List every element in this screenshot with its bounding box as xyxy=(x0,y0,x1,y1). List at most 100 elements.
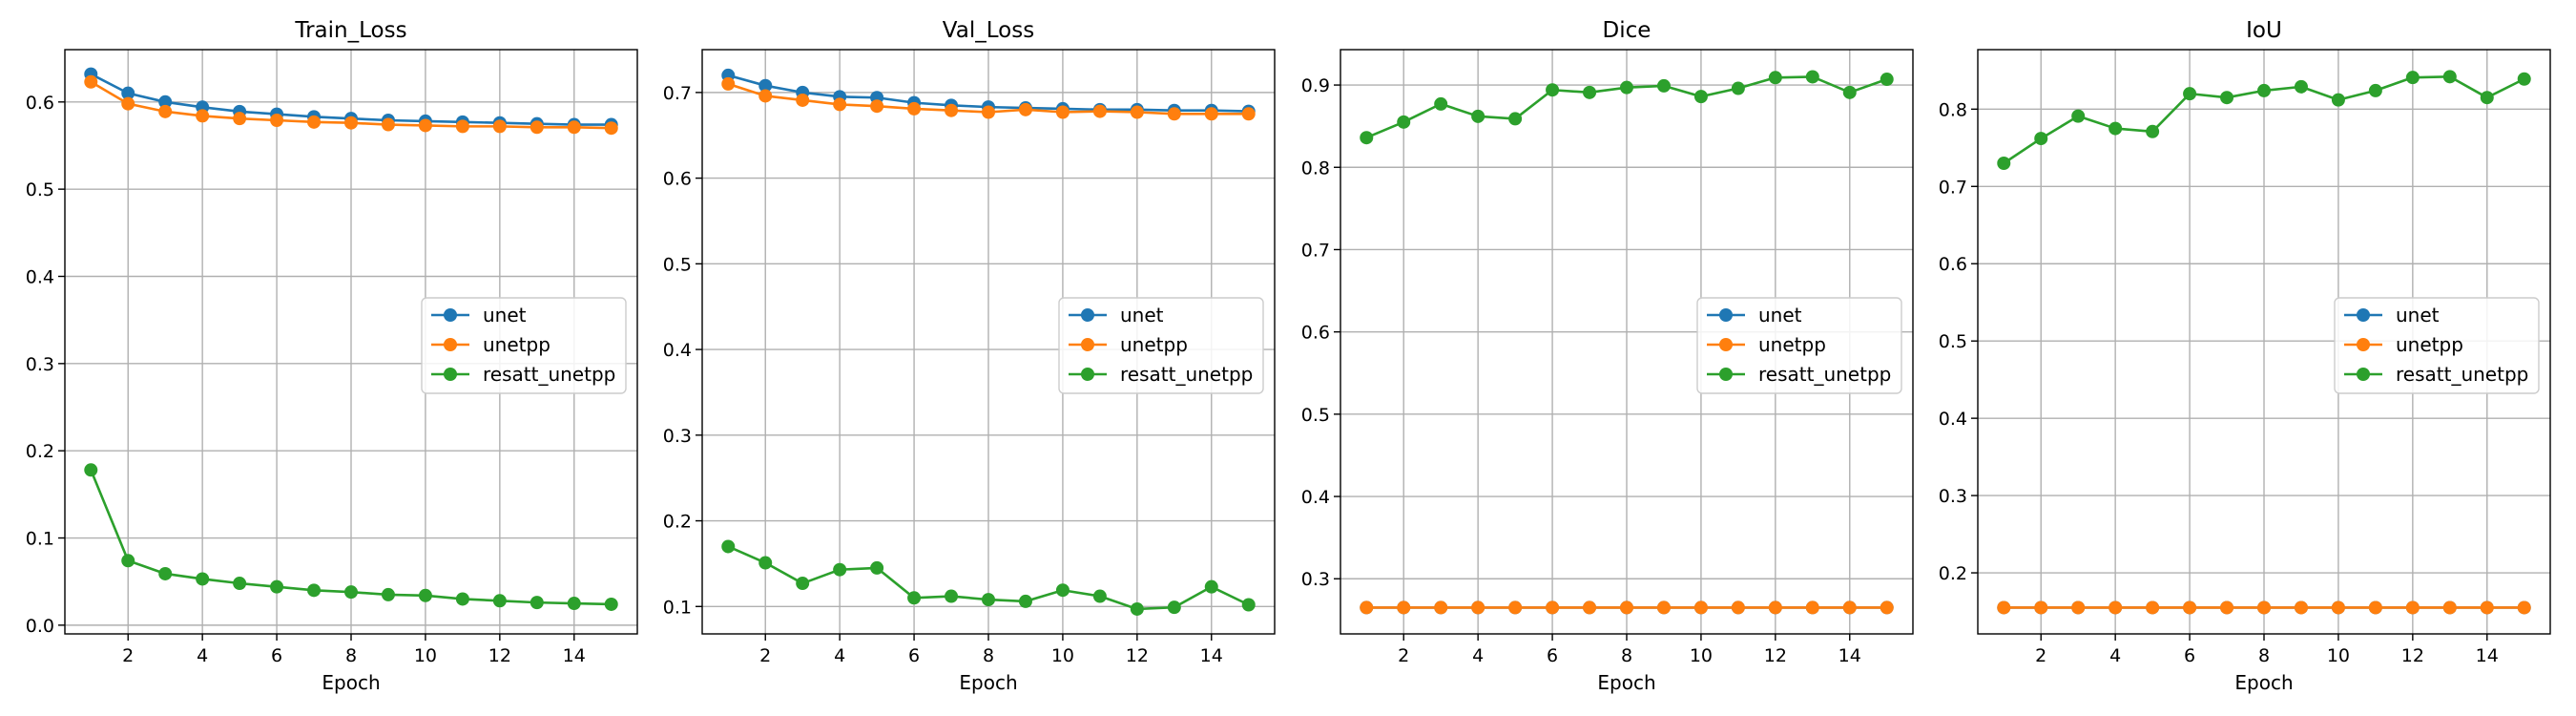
legend-label-unetpp: unetpp xyxy=(1758,333,1826,356)
legend-marker-unet xyxy=(2357,308,2370,322)
data-point-resatt-unetpp xyxy=(2480,91,2494,105)
data-point-resatt-unetpp xyxy=(530,596,544,610)
data-point-resatt-unetpp xyxy=(1055,583,1070,598)
chart-panel-dice: 2 4 6 8 10 12 14 0.3 0.4 0.5 0.6 0.7 0.8 0.9 Dice Epoch… xyxy=(1301,18,1914,694)
data-point-resatt-unetpp xyxy=(2109,121,2123,136)
legend-label-resatt-unetpp: resatt_unetpp xyxy=(2396,363,2528,386)
legend-box xyxy=(1696,297,1902,394)
data-point-unetpp xyxy=(455,119,469,134)
data-point-unetpp xyxy=(270,113,284,127)
y-tick-label: 0.1 xyxy=(26,529,54,550)
data-point-unetpp xyxy=(1656,600,1671,615)
data-point-resatt-unetpp xyxy=(1204,579,1218,594)
x-tick-label: 2 xyxy=(1398,645,1409,666)
data-point-resatt-unetpp xyxy=(2146,124,2160,138)
data-point-unetpp xyxy=(1092,104,1107,118)
data-point-resatt-unetpp xyxy=(418,588,432,602)
data-point-unetpp xyxy=(530,120,544,135)
legend-box xyxy=(421,297,627,394)
x-tick-label: 14 xyxy=(1839,645,1861,666)
y-tick-label: 0.6 xyxy=(26,93,54,114)
legend-marker-unetpp xyxy=(1081,338,1094,351)
data-point-unetpp xyxy=(1241,107,1256,121)
x-tick-label: 12 xyxy=(2401,645,2424,666)
data-point-unetpp xyxy=(604,121,618,136)
chart-title: Dice xyxy=(1603,18,1652,43)
legend: unet unetpp resatt_unetpp xyxy=(2334,297,2540,394)
data-point-resatt-unetpp xyxy=(1092,589,1107,603)
plot-frame xyxy=(64,49,638,635)
data-point-unetpp xyxy=(1434,600,1448,615)
x-tick-label: 4 xyxy=(2109,645,2121,666)
x-tick-label: 6 xyxy=(908,645,920,666)
data-point-resatt-unetpp xyxy=(307,583,322,598)
data-point-resatt-unetpp xyxy=(196,572,210,586)
y-tick-label: 0.1 xyxy=(663,597,692,618)
data-point-resatt-unetpp xyxy=(1167,600,1181,615)
data-point-resatt-unetpp xyxy=(1471,109,1485,123)
data-point-resatt-unetpp xyxy=(1241,598,1256,612)
x-tick-label: 2 xyxy=(122,645,134,666)
y-tick-label: 0.2 xyxy=(663,512,692,533)
x-tick-label: 6 xyxy=(1547,645,1558,666)
y-tick-label: 0.6 xyxy=(1939,254,1967,275)
data-point-unetpp xyxy=(1842,600,1857,615)
data-point-unetpp xyxy=(1693,600,1708,615)
data-point-resatt-unetpp xyxy=(2442,70,2457,84)
x-tick-label: 4 xyxy=(1472,645,1484,666)
data-point-resatt-unetpp xyxy=(158,566,173,580)
y-tick-label: 0.3 xyxy=(1301,569,1330,590)
y-tick-label: 0.2 xyxy=(26,441,54,462)
legend-label-resatt-unetpp: resatt_unetpp xyxy=(483,363,615,386)
plot-frame xyxy=(1977,49,2551,635)
data-point-resatt-unetpp xyxy=(455,592,469,606)
data-point-resatt-unetpp xyxy=(1997,157,2011,170)
legend: unet unetpp resatt_unetpp xyxy=(1058,297,1264,394)
data-point-unetpp xyxy=(381,117,395,132)
data-point-unetpp xyxy=(870,99,884,114)
data-point-unetpp xyxy=(1055,105,1070,119)
data-point-unetpp xyxy=(1880,600,1894,615)
plot-frame xyxy=(701,49,1276,635)
data-point-resatt-unetpp xyxy=(1842,85,1857,99)
data-point-unetpp xyxy=(982,105,995,119)
chart-panel-iou: 2 4 6 8 10 12 14 0.2 0.3 0.4 0.5 0.6 0.7 0.8 IoU Epoch u… xyxy=(1939,18,2551,694)
data-point-unetpp xyxy=(1397,600,1411,615)
chart-title: Train_Loss xyxy=(294,18,406,43)
legend-label-unetpp: unetpp xyxy=(2396,333,2463,356)
x-axis-label: Epoch xyxy=(959,671,1017,694)
data-point-resatt-unetpp xyxy=(721,539,736,554)
data-point-resatt-unetpp xyxy=(567,597,581,611)
data-point-unetpp xyxy=(1471,600,1485,615)
data-point-unetpp xyxy=(1508,600,1523,615)
data-point-unetpp xyxy=(2257,600,2271,615)
x-tick-label: 12 xyxy=(1126,645,1149,666)
data-point-unetpp xyxy=(344,116,358,130)
chart-panel-val-loss: 2 4 6 8 10 12 14 0.1 0.2 0.3 0.4 0.5 0.6 0.7 Val_Loss E… xyxy=(663,18,1276,694)
y-tick-label: 0.0 xyxy=(26,616,54,637)
legend-marker-resatt-unetpp xyxy=(1719,368,1733,381)
legend-marker-resatt-unetpp xyxy=(2357,368,2370,381)
data-point-unetpp xyxy=(1583,600,1597,615)
legend-marker-unetpp xyxy=(444,338,457,351)
legend-label-resatt-unetpp: resatt_unetpp xyxy=(1758,363,1891,386)
data-point-unetpp xyxy=(196,109,210,123)
data-point-resatt-unetpp xyxy=(2183,87,2197,101)
data-point-unetpp xyxy=(418,118,432,133)
data-point-resatt-unetpp xyxy=(2405,71,2420,85)
data-point-unetpp xyxy=(233,112,247,126)
data-point-resatt-unetpp xyxy=(233,577,247,591)
x-axis-label: Epoch xyxy=(1597,671,1655,694)
x-tick-label: 2 xyxy=(759,645,771,666)
data-point-resatt-unetpp xyxy=(1805,70,1819,84)
data-point-unet xyxy=(758,78,773,93)
data-point-unetpp xyxy=(2405,600,2420,615)
legend-label-unetpp: unetpp xyxy=(1120,333,1188,356)
x-tick-label: 14 xyxy=(1200,645,1223,666)
x-axis-label: Epoch xyxy=(2234,671,2293,694)
data-point-unetpp xyxy=(1167,107,1181,121)
data-point-resatt-unetpp xyxy=(1731,81,1745,95)
legend-marker-resatt-unetpp xyxy=(1081,368,1094,381)
data-point-resatt-unetpp xyxy=(1434,96,1448,111)
x-tick-label: 10 xyxy=(1690,645,1713,666)
